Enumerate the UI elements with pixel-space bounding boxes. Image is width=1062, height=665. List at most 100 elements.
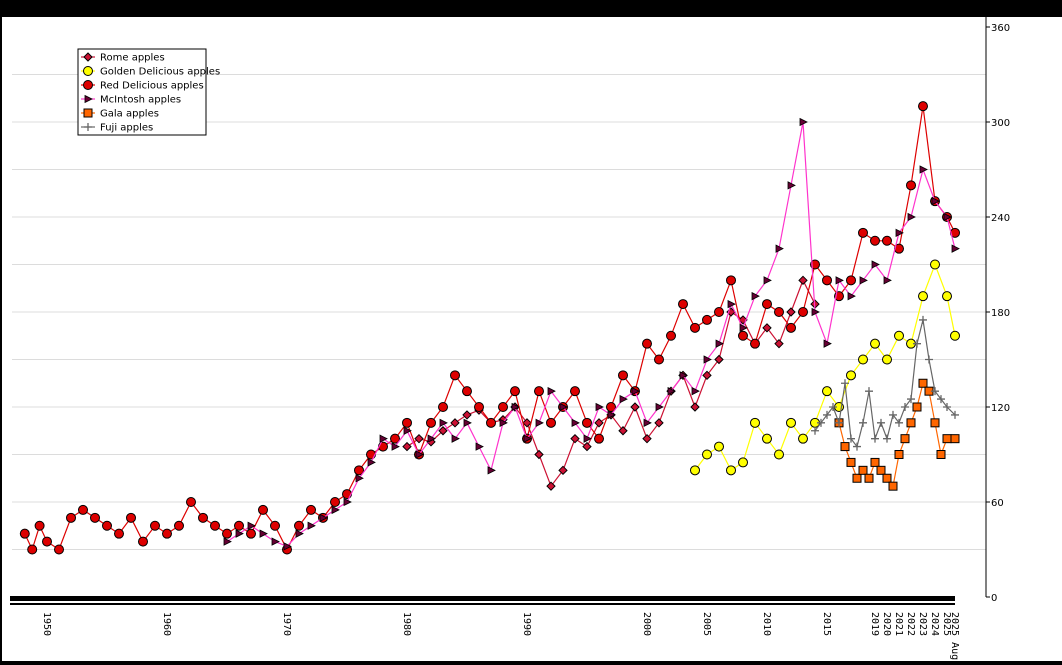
data-point xyxy=(534,386,544,397)
data-point xyxy=(522,418,532,428)
data-point xyxy=(654,354,664,365)
x-tick-label: 1990 xyxy=(521,612,532,636)
data-point xyxy=(950,434,960,444)
data-point xyxy=(66,512,76,523)
data-point xyxy=(690,465,700,476)
data-point xyxy=(126,512,136,523)
data-point xyxy=(810,259,820,270)
data-point xyxy=(511,402,520,412)
data-point xyxy=(847,434,855,443)
data-point xyxy=(823,410,831,419)
data-point xyxy=(474,402,484,412)
data-point xyxy=(852,473,862,483)
data-point xyxy=(367,458,376,467)
data-point xyxy=(390,433,400,444)
data-point xyxy=(817,418,825,427)
data-point xyxy=(642,433,652,444)
data-point xyxy=(864,473,874,483)
x-tick-label: 1970 xyxy=(281,612,292,636)
data-point xyxy=(690,402,700,412)
data-point xyxy=(738,330,748,341)
data-point xyxy=(283,542,292,551)
series-layer xyxy=(19,101,960,555)
data-point xyxy=(858,465,868,475)
data-point xyxy=(415,450,424,459)
data-point xyxy=(558,465,568,476)
data-point xyxy=(690,322,700,333)
legend-item: Fuji apples xyxy=(81,123,153,134)
data-point xyxy=(234,520,244,531)
data-point xyxy=(451,434,460,443)
data-point xyxy=(883,434,891,443)
data-point xyxy=(829,403,837,411)
x-tick-label: 2020 xyxy=(881,612,892,636)
data-point xyxy=(870,235,880,246)
data-point xyxy=(570,433,580,444)
data-point xyxy=(906,418,916,428)
data-point xyxy=(595,402,604,412)
y-tick-label: 60 xyxy=(991,498,1004,509)
legend-label: Golden Delicious apples xyxy=(100,67,220,78)
legend-label: Red Delicious apples xyxy=(100,81,204,92)
data-point xyxy=(691,387,700,396)
data-point xyxy=(150,520,160,531)
data-point xyxy=(738,457,748,468)
legend-box xyxy=(77,48,207,136)
x-tick-label: 2019 xyxy=(869,612,880,636)
data-point xyxy=(853,442,861,451)
data-point xyxy=(162,528,172,539)
data-point xyxy=(102,520,112,531)
legend-swatch-marker xyxy=(83,66,93,76)
data-point xyxy=(462,410,472,420)
data-point xyxy=(871,260,880,269)
data-point xyxy=(402,441,412,452)
x-tick-label: 1980 xyxy=(401,612,412,636)
data-point xyxy=(762,433,772,444)
data-point xyxy=(907,212,916,222)
data-point xyxy=(546,417,556,428)
data-point xyxy=(174,520,184,531)
data-point xyxy=(787,181,796,190)
data-point xyxy=(901,403,909,411)
data-point xyxy=(594,418,604,428)
data-point xyxy=(630,402,640,412)
data-point xyxy=(877,418,885,427)
data-point xyxy=(936,450,946,459)
legend-item: Rome apples xyxy=(81,52,165,64)
data-point xyxy=(786,307,796,317)
data-point xyxy=(535,418,544,427)
data-point xyxy=(726,275,736,286)
axes: 0 60 120 180 240 300 360 1950 1960 1970 1980 1990 20… xyxy=(10,17,1010,660)
x-axis-bar xyxy=(10,596,955,601)
data-point xyxy=(438,402,448,412)
data-point xyxy=(950,330,960,341)
data-point xyxy=(798,433,808,444)
data-point xyxy=(259,529,268,538)
data-point xyxy=(366,449,376,460)
data-point xyxy=(643,418,652,427)
data-point xyxy=(247,521,256,530)
legend-item: Gala apples xyxy=(81,108,159,120)
data-point xyxy=(678,299,688,310)
data-point xyxy=(918,101,928,112)
data-point xyxy=(714,354,724,365)
data-point xyxy=(882,473,892,483)
data-point xyxy=(870,338,880,349)
data-point xyxy=(951,244,960,253)
data-point xyxy=(546,481,556,491)
y-tick-label: 120 xyxy=(991,403,1010,414)
data-point xyxy=(774,449,784,460)
data-point xyxy=(186,497,196,507)
data-point xyxy=(739,323,748,332)
data-point xyxy=(222,528,232,539)
y-tick-label: 0 xyxy=(991,593,997,604)
data-point xyxy=(319,513,328,522)
data-point xyxy=(786,417,796,428)
data-point xyxy=(888,481,898,491)
data-point xyxy=(859,276,868,285)
data-point xyxy=(523,434,532,443)
data-point xyxy=(876,465,886,475)
data-point xyxy=(702,449,712,460)
data-point xyxy=(871,434,879,443)
bottom-axis-area xyxy=(2,597,986,661)
